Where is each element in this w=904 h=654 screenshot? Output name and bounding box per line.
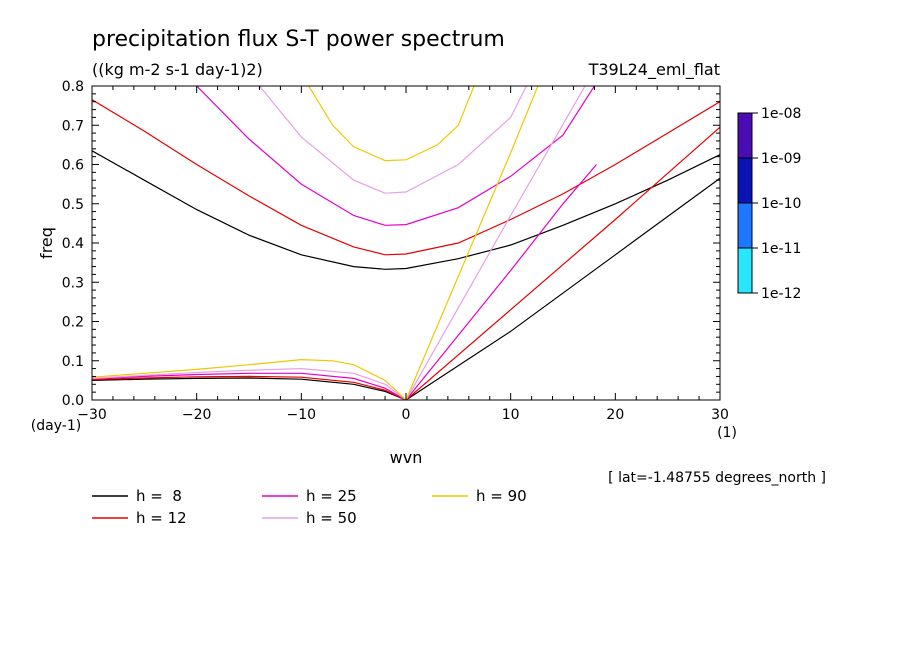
x-tick-label: 0 — [402, 407, 411, 423]
y-tick-label: 0.8 — [62, 79, 84, 95]
x-tick-label: 20 — [606, 407, 624, 423]
curve-inertia-gravity-h4 — [308, 86, 475, 162]
curve-inertia-gravity-h0 — [92, 150, 720, 270]
colorbar-label: 1e-10 — [761, 196, 801, 212]
x-tick-label: −30 — [77, 407, 107, 423]
curve-kelvin-h0 — [405, 177, 720, 400]
latitude-footnote: [ lat=-1.48755 degrees_north ] — [608, 470, 826, 486]
y-tick-label: 0.0 — [62, 393, 84, 409]
curve-kelvin-h3 — [405, 86, 586, 400]
legend-label: h = 12 — [136, 509, 187, 527]
colorbar-swatch — [737, 202, 753, 249]
colorbar-label: 1e-09 — [761, 151, 801, 167]
x-axis-label: wvn — [390, 448, 423, 467]
y-tick-label: 0.6 — [62, 158, 84, 174]
y-tick-label: 0.1 — [62, 354, 84, 370]
curve-inertia-gravity-h3 — [259, 86, 527, 194]
y-tick-label: 0.4 — [62, 236, 84, 252]
curve-rossby-h1 — [92, 375, 407, 400]
x-tick-label: 30 — [711, 407, 729, 423]
y-axis-label: freq — [37, 227, 56, 259]
y-tick-label: 0.3 — [62, 275, 84, 291]
colorbar: 1e-08 1e-09 1e-10 1e-11 1e-12 — [737, 106, 801, 302]
curve-inertia-gravity-h2 — [196, 86, 595, 226]
curve-inertia-gravity-h1 — [92, 99, 720, 256]
colorbar-label: 1e-08 — [761, 106, 801, 122]
plot-frame — [91, 85, 721, 401]
x-tick-label: 10 — [502, 407, 520, 423]
curve-kelvin-h2 — [405, 164, 597, 400]
colorbar-swatch — [737, 112, 753, 159]
colorbar-swatch — [737, 157, 753, 204]
colorbar-label: 1e-11 — [761, 241, 801, 257]
y-tick-label: 0.7 — [62, 118, 84, 134]
y-tick-label: 0.5 — [62, 197, 84, 213]
legend: h = 8 h = 12 h = 25 h = 50 h = 90 — [92, 487, 527, 527]
legend-label: h = 90 — [476, 487, 527, 505]
legend-label: h = 8 — [136, 487, 182, 505]
x-tick-label: −10 — [287, 407, 317, 423]
y-tick-label: 0.2 — [62, 315, 84, 331]
curve-rossby-h4 — [92, 358, 407, 400]
x-tick-label: −20 — [182, 407, 212, 423]
run-label: T39L24_eml_flat — [588, 60, 720, 80]
chart-subtitle: ((kg m-2 s-1 day-1)2) — [92, 60, 263, 79]
curve-rossby-h2 — [92, 372, 407, 400]
curve-rossby-h0 — [92, 377, 407, 400]
curves-layer — [92, 86, 720, 400]
curve-kelvin-h4 — [405, 86, 539, 400]
chart-title: precipitation flux S-T power spectrum — [92, 27, 505, 52]
curve-kelvin-h1 — [405, 126, 720, 400]
colorbar-swatch — [737, 247, 753, 294]
ticks-layer: −30 −20 −10 0 10 20 30 0.0 0.1 0.2 0.3 0.4 0.5 0.6 0.7… — [62, 79, 729, 423]
legend-label: h = 25 — [306, 487, 357, 505]
x-unit-label: (1) — [717, 425, 737, 441]
colorbar-label: 1e-12 — [761, 286, 801, 302]
y-unit-label: (day-1) — [31, 418, 81, 434]
legend-label: h = 50 — [306, 509, 357, 527]
curve-rossby-h3 — [92, 367, 407, 400]
